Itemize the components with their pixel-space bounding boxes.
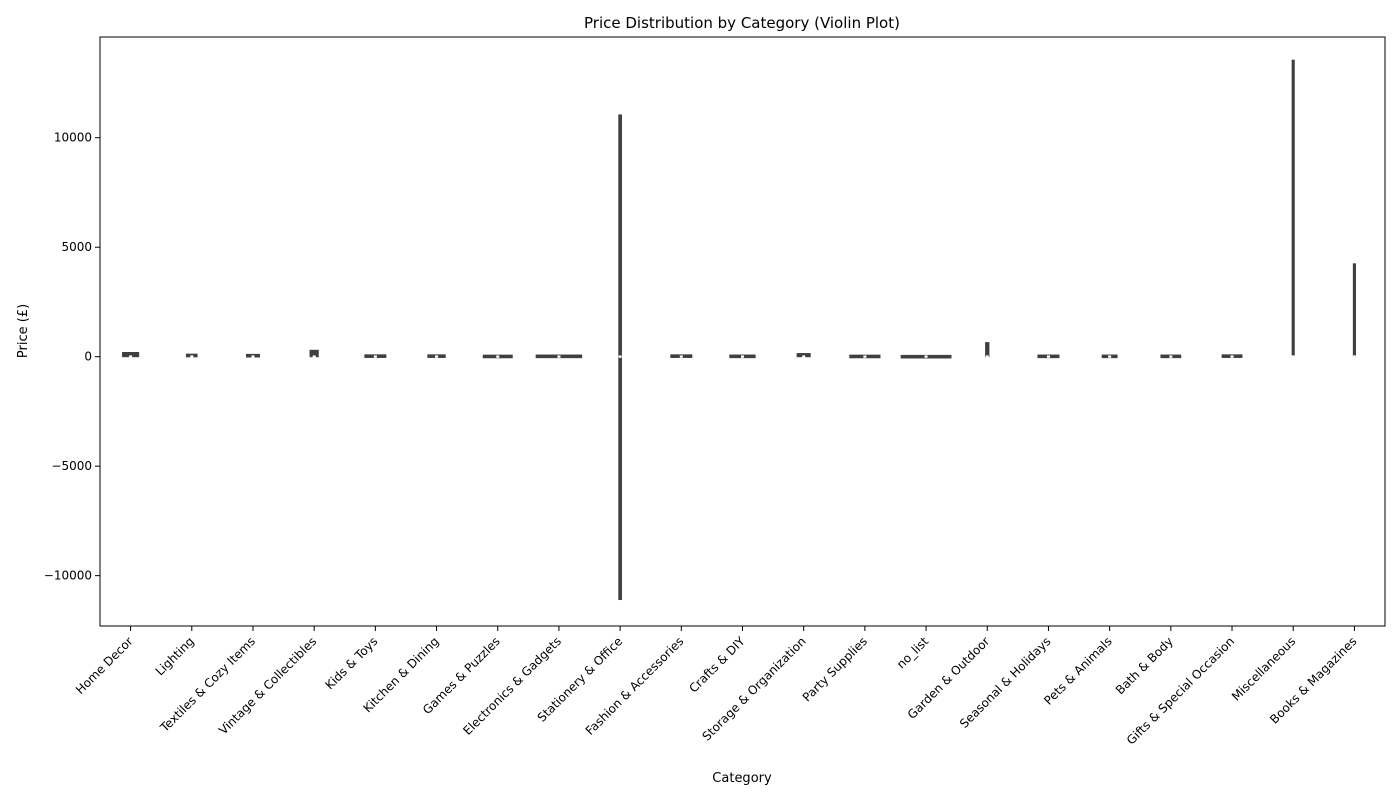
violin-median-marker — [1169, 355, 1173, 358]
violin-median-marker — [924, 355, 928, 358]
violin-median-marker — [741, 355, 744, 358]
x-tick-label: Party Supplies — [800, 634, 870, 704]
y-axis-label: Price (£) — [16, 304, 31, 358]
x-tick-label: Home Decor — [73, 634, 136, 697]
violin-median-marker — [1352, 355, 1356, 358]
x-tick-label: Storage & Organization — [699, 634, 808, 743]
x-tick-label: Gifts & Special Occasion — [1124, 634, 1237, 747]
y-tick-label: 5000 — [61, 240, 92, 254]
violin-median-marker — [1046, 355, 1050, 358]
y-tick-label: −5000 — [51, 459, 92, 473]
x-tick-label: no_list — [894, 634, 931, 671]
x-tick-label: Lighting — [153, 634, 197, 678]
violin-body — [1291, 59, 1295, 357]
x-axis-label: Category — [712, 771, 772, 786]
violin-median-marker — [190, 355, 194, 358]
violin-median-marker — [129, 355, 133, 358]
chart-title: Price Distribution by Category (Violin P… — [584, 14, 900, 32]
x-tick-label: Crafts & DIY — [686, 634, 748, 696]
violin-median-marker — [1230, 355, 1234, 358]
x-tick-label: Fashion & Accessories — [583, 634, 687, 738]
x-tick-label: Kids & Toys — [322, 634, 380, 692]
y-tick-label: −10000 — [44, 569, 92, 583]
violin-median-marker — [435, 355, 439, 358]
violin-median-marker — [496, 355, 500, 358]
violin-median-marker — [679, 355, 683, 358]
y-tick-label: 10000 — [54, 131, 92, 145]
x-tick-label: Electronics & Gadgets — [460, 634, 564, 738]
violin-median-marker — [1291, 355, 1295, 358]
violin-median-marker — [802, 355, 806, 358]
plot-area — [122, 59, 1356, 601]
x-tick-label: Bath & Body — [1113, 634, 1176, 697]
violin-median-marker — [1108, 355, 1112, 358]
violin-median-marker — [618, 355, 622, 358]
violin-median-marker — [863, 355, 867, 358]
plot-frame — [99, 36, 1386, 627]
y-tick-label: 0 — [84, 350, 92, 364]
y-axis: −10000 −5000 0 5000 10000 — [44, 131, 100, 583]
violin-median-marker — [557, 355, 561, 358]
violin-median-marker — [251, 355, 255, 358]
violin-median-marker — [312, 355, 316, 358]
x-tick-label: Miscellaneous — [1229, 634, 1298, 703]
violin-body — [985, 342, 990, 358]
violin-median-marker — [985, 355, 989, 358]
violin-median-marker — [373, 355, 377, 358]
violin-body — [1352, 263, 1356, 357]
